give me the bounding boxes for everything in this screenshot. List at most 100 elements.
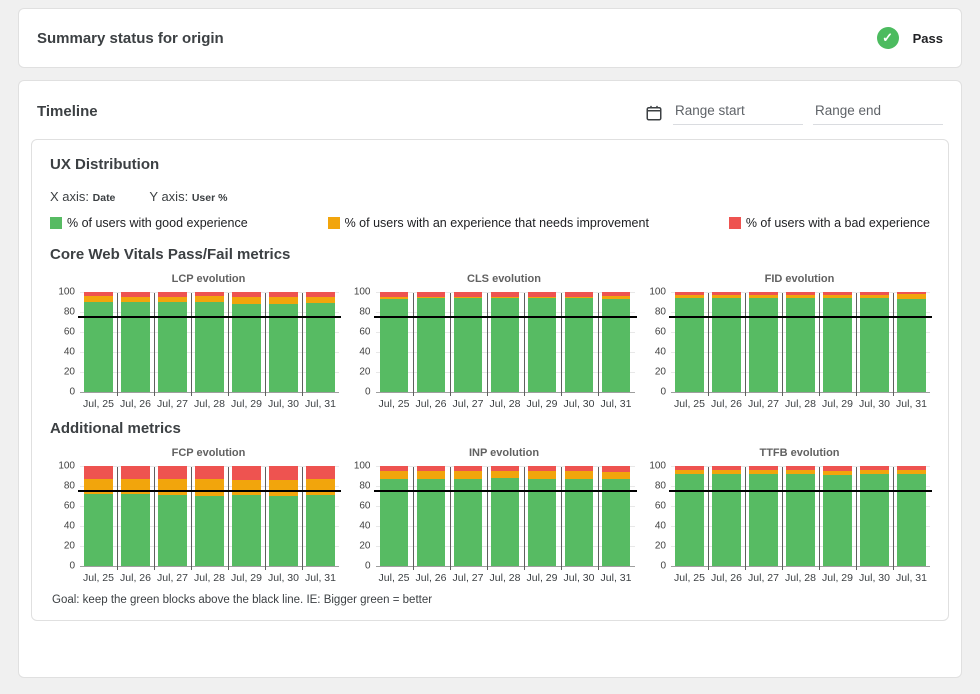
- stacked-bar: [121, 466, 150, 566]
- bar-segment-needs-improvement: [528, 471, 557, 479]
- v-gridline: [302, 467, 303, 570]
- y-axis-tick-label: 60: [64, 327, 75, 338]
- stacked-bar: [306, 466, 335, 566]
- threshold-line: [374, 490, 637, 492]
- bar-segment-needs-improvement: [565, 471, 594, 479]
- bar-segment-needs-improvement: [232, 297, 261, 304]
- x-axis-tick-label: Jul, 30: [561, 398, 598, 410]
- bar-segment-good: [823, 475, 852, 566]
- stacked-bar: [602, 466, 631, 566]
- y-axis-tick-label: 0: [365, 387, 371, 398]
- bar-segment-good: [84, 494, 113, 566]
- bar-segment-good: [454, 479, 483, 566]
- stacked-bar: [786, 292, 815, 392]
- x-axis-tick-label: Jul, 30: [561, 572, 598, 584]
- bar-segment-needs-improvement: [417, 471, 446, 479]
- range-end-input[interactable]: [813, 101, 943, 125]
- chart-title: FCP evolution: [50, 447, 339, 459]
- chart-title: FID evolution: [641, 273, 930, 285]
- bar-segment-good: [897, 474, 926, 566]
- chart-fid: FID evolution020406080100Jul, 25Jul, 26J…: [641, 273, 930, 410]
- y-axis-tick-label: 40: [359, 347, 370, 358]
- bar-segment-good: [897, 299, 926, 392]
- core-web-vitals-heading: Core Web Vitals Pass/Fail metrics: [50, 246, 930, 263]
- v-gridline: [117, 467, 118, 570]
- stacked-bar: [565, 292, 594, 392]
- y-axis-info: Y axis: User %: [149, 189, 227, 204]
- y-axis-tick-label: 100: [354, 461, 371, 472]
- x-axis-tick-label: Jul, 27: [154, 572, 191, 584]
- x-axis-tick-label: Jul, 26: [708, 398, 745, 410]
- y-axis-tick-label: 0: [69, 561, 75, 572]
- y-axis-tick-label: 40: [655, 521, 666, 532]
- bar-segment-needs-improvement: [158, 479, 187, 495]
- x-axis-tick-label: Jul, 30: [265, 572, 302, 584]
- y-axis-tick-label: 40: [64, 521, 75, 532]
- bar-segment-bad: [306, 466, 335, 479]
- bar-segment-needs-improvement: [195, 479, 224, 496]
- v-gridline: [819, 293, 820, 396]
- x-axis-labels: Jul, 25Jul, 26Jul, 27Jul, 28Jul, 29Jul, …: [376, 398, 635, 410]
- y-axis-tick-label: 20: [359, 367, 370, 378]
- status-label: Pass: [913, 31, 943, 46]
- stacked-bar: [380, 292, 409, 392]
- y-axis-tick-label: 100: [58, 287, 75, 298]
- y-axis-tick-label: 60: [359, 327, 370, 338]
- legend-item-bad: % of users with a bad experience: [729, 216, 930, 230]
- x-axis-tick-label: Jul, 25: [376, 572, 413, 584]
- ux-distribution-card: UX Distribution X axis: Date Y axis: Use…: [31, 139, 949, 621]
- chart-fcp: FCP evolution020406080100Jul, 25Jul, 26J…: [50, 447, 339, 584]
- x-axis-tick-label: Jul, 26: [117, 398, 154, 410]
- stacked-bar: [860, 292, 889, 392]
- stacked-bar: [749, 292, 778, 392]
- stacked-bar: [491, 466, 520, 566]
- v-gridline: [487, 293, 488, 396]
- stacked-bar: [786, 466, 815, 566]
- x-axis-tick-label: Jul, 31: [598, 398, 635, 410]
- v-gridline: [302, 293, 303, 396]
- x-axis-labels: Jul, 25Jul, 26Jul, 27Jul, 28Jul, 29Jul, …: [671, 398, 930, 410]
- calendar-icon[interactable]: [645, 104, 663, 122]
- y-axis-tick-label: 40: [655, 347, 666, 358]
- bar-segment-bad: [158, 466, 187, 479]
- v-gridline: [893, 467, 894, 570]
- y-axis-tick-label: 0: [660, 387, 666, 398]
- x-axis-tick-label: Jul, 31: [302, 398, 339, 410]
- v-gridline: [856, 467, 857, 570]
- x-axis-labels: Jul, 25Jul, 26Jul, 27Jul, 28Jul, 29Jul, …: [376, 572, 635, 584]
- chart-plot: 020406080100: [80, 467, 339, 567]
- threshold-line: [669, 316, 932, 318]
- x-axis-labels: Jul, 25Jul, 26Jul, 27Jul, 28Jul, 29Jul, …: [671, 572, 930, 584]
- y-axis-tick-label: 0: [69, 387, 75, 398]
- y-axis-tick-label: 20: [655, 541, 666, 552]
- legend-label: % of users with a bad experience: [746, 216, 930, 230]
- bar-segment-good: [269, 496, 298, 566]
- x-axis-tick-label: Jul, 29: [228, 572, 265, 584]
- bar-segment-good: [491, 298, 520, 392]
- stacked-bar: [823, 466, 852, 566]
- v-gridline: [561, 467, 562, 570]
- stacked-bar: [565, 466, 594, 566]
- v-gridline: [598, 467, 599, 570]
- bar-segment-good: [158, 495, 187, 566]
- stacked-bar: [158, 466, 187, 566]
- x-axis-tick-label: Jul, 26: [413, 572, 450, 584]
- v-gridline: [524, 293, 525, 396]
- v-gridline: [413, 467, 414, 570]
- v-gridline: [117, 293, 118, 396]
- threshold-line: [78, 316, 341, 318]
- bar-segment-needs-improvement: [269, 480, 298, 496]
- needs-improvement-swatch-icon: [328, 217, 340, 229]
- stacked-bar: [269, 292, 298, 392]
- y-axis-tick-label: 80: [359, 481, 370, 492]
- timeline-card: Timeline UX Distribution X axis: Date Y …: [18, 80, 962, 678]
- range-start-input[interactable]: [673, 101, 803, 125]
- x-axis-tick-label: Jul, 31: [598, 572, 635, 584]
- bar-segment-bad: [195, 466, 224, 479]
- x-axis-tick-label: Jul, 30: [265, 398, 302, 410]
- x-axis-tick-label: Jul, 27: [450, 398, 487, 410]
- v-gridline: [487, 467, 488, 570]
- y-axis-tick-label: 80: [64, 481, 75, 492]
- bar-segment-needs-improvement: [306, 479, 335, 495]
- stacked-bar: [121, 292, 150, 392]
